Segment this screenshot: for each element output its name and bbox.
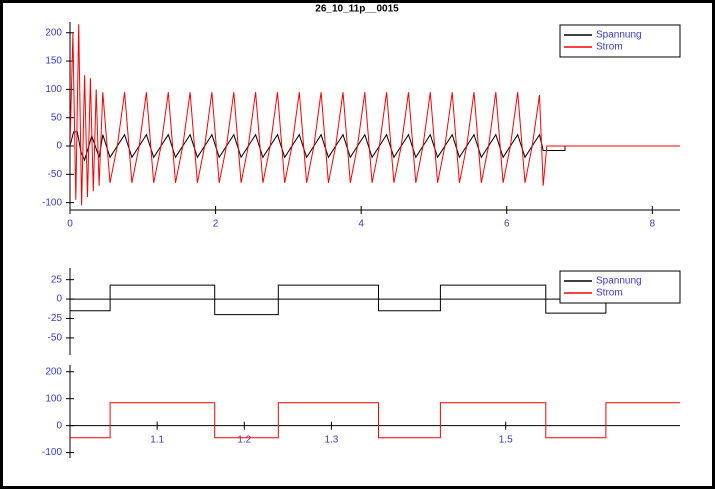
y-tick-label: -50 <box>48 169 63 180</box>
series-line <box>70 402 680 439</box>
y-tick-label: 0 <box>56 294 62 305</box>
x-tick-label: 1.3 <box>324 434 338 445</box>
y-tick-label: 50 <box>51 112 63 123</box>
y-tick-label: -100 <box>42 447 62 458</box>
x-tick-label: 1.5 <box>499 434 513 445</box>
y-tick-label: 100 <box>45 84 62 95</box>
legend-box <box>559 24 681 58</box>
y-tick-label: 0 <box>56 141 62 152</box>
x-tick-label: 4 <box>358 219 364 230</box>
y-tick-label: 0 <box>56 420 62 431</box>
y-tick-label: 150 <box>45 56 62 67</box>
x-tick-label: 0 <box>67 219 73 230</box>
x-tick-label: 8 <box>650 219 656 230</box>
chart-title: 26_10_11p__0015 <box>315 4 399 15</box>
x-tick-label: 1.1 <box>150 434 164 445</box>
y-tick-label: -50 <box>48 333 63 344</box>
y-tick-label: -100 <box>42 197 62 208</box>
legend-label: Spannung <box>596 276 642 287</box>
y-tick-label: 25 <box>51 274 63 285</box>
y-tick-label: 200 <box>45 366 62 377</box>
legend-label: Strom <box>596 288 623 299</box>
series-line <box>70 24 680 206</box>
legend-label: Spannung <box>596 30 642 41</box>
legend-box <box>559 270 681 304</box>
legend-label: Strom <box>596 42 623 53</box>
y-tick-label: 200 <box>45 27 62 38</box>
x-tick-label: 1.2 <box>237 434 251 445</box>
series-line <box>70 284 680 316</box>
x-tick-label: 6 <box>504 219 510 230</box>
x-tick-label: 2 <box>213 219 219 230</box>
y-tick-label: 100 <box>45 393 62 404</box>
y-tick-label: -25 <box>48 313 63 324</box>
series-line <box>70 131 680 162</box>
